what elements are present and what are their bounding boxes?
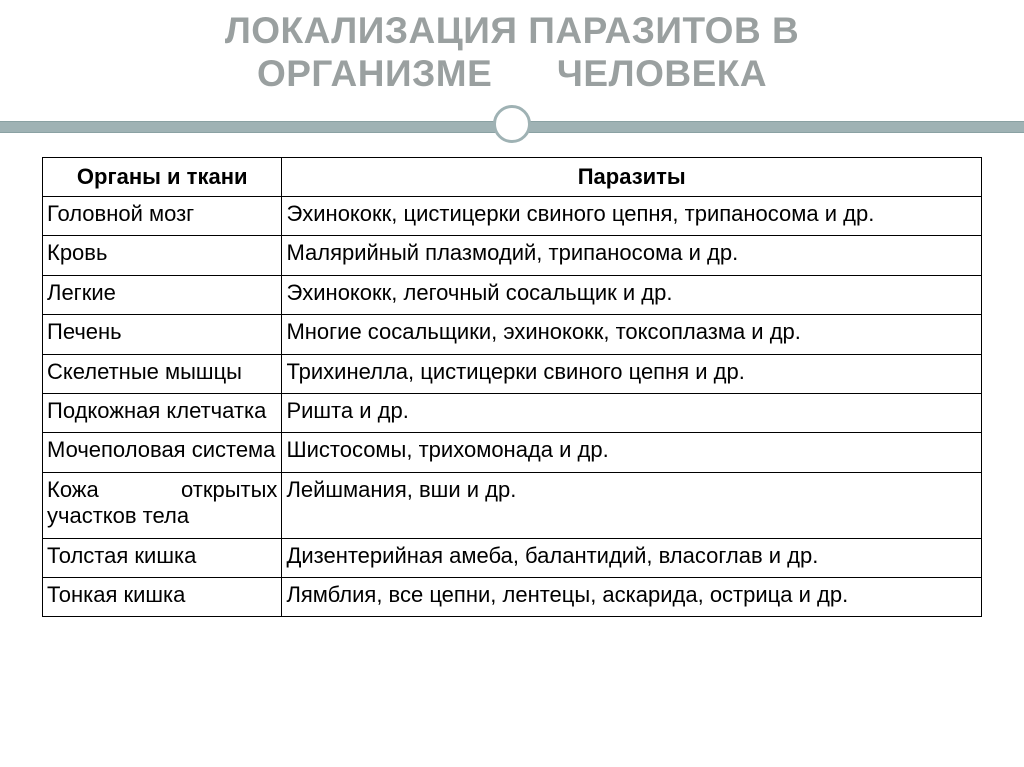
table-row: Кожа открытых участков телаЛейшмания, вш… bbox=[43, 472, 982, 538]
table-body: Головной мозгЭхинококк, цистицерки свино… bbox=[43, 197, 982, 617]
table-row: КровьМалярийный плазмодий, трипаносома и… bbox=[43, 236, 982, 275]
parasites-cell: Лямблия, все цепни, лентецы, аскарида, о… bbox=[282, 578, 982, 617]
organ-cell: Скелетные мышцы bbox=[43, 354, 282, 393]
table-row: ЛегкиеЭхинококк, легочный сосальщик и др… bbox=[43, 275, 982, 314]
organ-cell: Толстая кишка bbox=[43, 538, 282, 577]
parasites-cell: Эхинококк, цистицерки свиного цепня, три… bbox=[282, 197, 982, 236]
organ-cell: Кожа открытых участков тела bbox=[43, 472, 282, 538]
organ-cell: Головной мозг bbox=[43, 197, 282, 236]
organ-cell: Легкие bbox=[43, 275, 282, 314]
slide-title: ЛОКАЛИЗАЦИЯ ПАРАЗИТОВ В ОРГАНИЗМЕ ЧЕЛОВЕ… bbox=[40, 10, 984, 95]
table-row: Скелетные мышцыТрихинелла, цистицерки св… bbox=[43, 354, 982, 393]
title-area: ЛОКАЛИЗАЦИЯ ПАРАЗИТОВ В ОРГАНИЗМЕ ЧЕЛОВЕ… bbox=[0, 0, 1024, 95]
table-header-row: Органы и ткани Паразиты bbox=[43, 158, 982, 197]
title-line-2: ОРГАНИЗМЕ ЧЕЛОВЕКА bbox=[257, 53, 767, 94]
parasite-localization-table: Органы и ткани Паразиты Головной мозгЭхи… bbox=[42, 157, 982, 617]
table-row: Тонкая кишкаЛямблия, все цепни, лентецы,… bbox=[43, 578, 982, 617]
parasites-cell: Малярийный плазмодий, трипаносома и др. bbox=[282, 236, 982, 275]
title-line-1: ЛОКАЛИЗАЦИЯ ПАРАЗИТОВ В bbox=[225, 10, 799, 51]
organ-cell: Тонкая кишка bbox=[43, 578, 282, 617]
title-divider bbox=[0, 99, 1024, 143]
organ-cell: Подкожная клетчатка bbox=[43, 394, 282, 433]
table-row: ПеченьМногие сосальщики, эхинококк, токс… bbox=[43, 315, 982, 354]
organ-cell: Мочеполовая система bbox=[43, 433, 282, 472]
parasites-cell: Шистосомы, трихомонада и др. bbox=[282, 433, 982, 472]
content-area: Органы и ткани Паразиты Головной мозгЭхи… bbox=[0, 143, 1024, 767]
table-row: Толстая кишкаДизентерийная амеба, балант… bbox=[43, 538, 982, 577]
parasites-cell: Многие сосальщики, эхинококк, токсоплазм… bbox=[282, 315, 982, 354]
parasites-cell: Эхинококк, легочный сосальщик и др. bbox=[282, 275, 982, 314]
table-row: Головной мозгЭхинококк, цистицерки свино… bbox=[43, 197, 982, 236]
divider-circle-icon bbox=[493, 105, 531, 143]
column-header-organ: Органы и ткани bbox=[43, 158, 282, 197]
parasites-cell: Дизентерийная амеба, балантидий, власогл… bbox=[282, 538, 982, 577]
parasites-cell: Лейшмания, вши и др. bbox=[282, 472, 982, 538]
column-header-parasites: Паразиты bbox=[282, 158, 982, 197]
parasites-cell: Трихинелла, цистицерки свиного цепня и д… bbox=[282, 354, 982, 393]
table-row: Мочеполовая системаШистосомы, трихомонад… bbox=[43, 433, 982, 472]
table-row: Подкожная клетчаткаРишта и др. bbox=[43, 394, 982, 433]
parasites-cell: Ришта и др. bbox=[282, 394, 982, 433]
slide: ЛОКАЛИЗАЦИЯ ПАРАЗИТОВ В ОРГАНИЗМЕ ЧЕЛОВЕ… bbox=[0, 0, 1024, 767]
organ-cell: Кровь bbox=[43, 236, 282, 275]
organ-cell: Печень bbox=[43, 315, 282, 354]
